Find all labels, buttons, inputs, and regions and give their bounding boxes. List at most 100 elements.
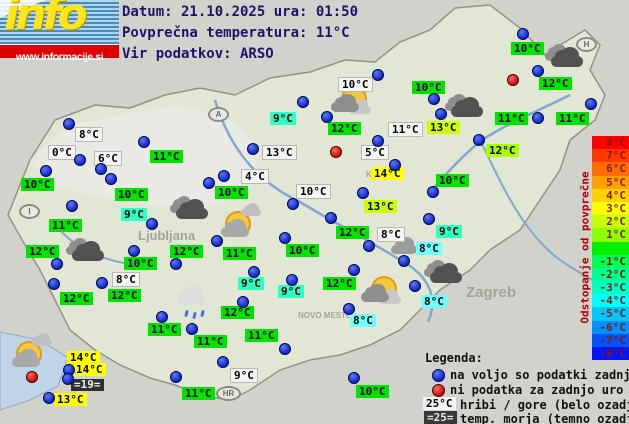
scale-row: 6°C	[592, 162, 629, 176]
station-dot	[146, 218, 158, 230]
station-temp-label: 12°C	[539, 77, 572, 90]
station-temp-label: 9°C	[278, 285, 304, 298]
country-badge: H	[576, 37, 597, 52]
station-temp-label: 8°C	[377, 227, 405, 242]
scale-row: -2°C	[592, 267, 629, 282]
station-temp-label: 10°C	[286, 244, 319, 257]
cloud-rain-part	[177, 285, 205, 304]
scale-row: 4°C	[592, 188, 629, 202]
station-temp-label: 5°C	[361, 145, 389, 160]
legend-item-no-data: ni podatka za zadnjo uro	[450, 383, 624, 397]
station-temp-label: 11°C	[388, 122, 423, 137]
scale-row: 2°C	[592, 215, 629, 229]
station-temp-label: 11°C	[49, 219, 82, 232]
station-dot-no-data	[26, 371, 38, 383]
station-dot	[532, 65, 544, 77]
station-temp-label: 13°C	[262, 145, 297, 160]
header-avg-temp-line: Povprečna temperatura: 11°C	[122, 25, 350, 41]
city-label: Ljubljana	[138, 228, 196, 243]
station-temp-label: 10°C	[356, 385, 389, 398]
station-temp-label: 12°C	[328, 122, 361, 135]
station-dot	[63, 118, 75, 130]
logo-url-bar[interactable]: www.informacije.si	[0, 44, 119, 63]
scale-title: Odstopanje od povprečne temperature:	[578, 171, 605, 324]
sea-temp-chip: =19=	[71, 379, 104, 391]
sun-clouds-icon	[221, 203, 267, 239]
header-date-line: Datum: 21.10.2025 ura: 01:50	[122, 4, 359, 20]
station-dot	[427, 186, 439, 198]
cloud-dark-part	[551, 46, 583, 67]
station-dot	[297, 96, 309, 108]
station-dot	[156, 311, 168, 323]
sun-clouds-part	[32, 333, 52, 346]
station-dot	[218, 170, 230, 182]
station-temp-label: 10°C	[338, 77, 373, 92]
sun-clouds-icon	[12, 333, 58, 369]
legend-sea-chip: =25=	[424, 411, 457, 424]
station-dot	[217, 356, 229, 368]
station-dot	[211, 235, 223, 247]
station-dot	[105, 173, 117, 185]
station-dot	[325, 212, 337, 224]
cloud-dark-part	[430, 262, 462, 283]
station-dot	[66, 200, 78, 212]
station-dot	[203, 177, 215, 189]
legend-item-mountains: hribi / gore (belo ozadje)	[460, 398, 629, 412]
cloud-gray-part	[391, 237, 417, 254]
legend-title: Legenda:	[425, 351, 483, 365]
scale-row: 3°C	[592, 201, 629, 216]
logo-brand-text: info	[4, 0, 88, 40]
station-dot	[286, 274, 298, 286]
station-dot	[237, 296, 249, 308]
sun-clouds-part	[241, 203, 261, 216]
station-temp-label: 10°C	[124, 257, 157, 270]
scale-row	[592, 241, 629, 255]
cloud-rain-part	[200, 309, 205, 318]
scale-row: 5°C	[592, 175, 629, 189]
cloud-dark-part	[72, 240, 104, 261]
station-temp-label: 12°C	[26, 245, 59, 258]
station-temp-label: 12°C	[60, 292, 93, 305]
cloud-dark-icon	[422, 258, 468, 292]
station-temp-label: 8°C	[350, 314, 376, 327]
station-dot	[517, 28, 529, 40]
cloud-dark-part	[176, 198, 208, 219]
station-dot	[43, 392, 55, 404]
station-dot-no-data	[330, 146, 342, 158]
scale-row: 7°C	[592, 149, 629, 163]
city-label: NOVO MESTO	[298, 311, 353, 320]
station-temp-label: 10°C	[511, 42, 544, 55]
station-temp-label: 12°C	[108, 289, 141, 302]
station-dot	[279, 343, 291, 355]
station-dot	[409, 280, 421, 292]
station-temp-label: 8°C	[421, 295, 447, 308]
station-temp-label: 9°C	[238, 277, 264, 290]
station-temp-label: 8°C	[75, 127, 103, 142]
site-logo[interactable]: info www.informacije.si	[0, 0, 119, 63]
station-dot	[423, 213, 435, 225]
station-temp-label: 6°C	[94, 151, 122, 166]
scale-row: 8°C	[592, 136, 629, 150]
country-badge: I	[19, 204, 40, 219]
station-dot	[363, 240, 375, 252]
station-dot	[170, 371, 182, 383]
station-temp-label: 10°C	[436, 174, 469, 187]
station-dot	[428, 93, 440, 105]
temperature-deviation-scale: 8°C 7°C 6°C 5°C 4°C 3°C 2°C 1°C -1°C -2°C -3°C -4°C…	[592, 136, 629, 361]
station-temp-label: 10°C	[296, 184, 331, 199]
station-dot	[321, 111, 333, 123]
station-temp-label: 11°C	[194, 335, 227, 348]
station-dot	[128, 245, 140, 257]
station-dot	[357, 187, 369, 199]
sun-clouds-part	[12, 348, 40, 367]
station-temp-label: 11°C	[556, 112, 589, 125]
cloud-dark-part	[451, 96, 483, 117]
station-dot	[48, 278, 60, 290]
station-dot	[287, 198, 299, 210]
station-dot	[279, 232, 291, 244]
station-temp-label: 11°C	[495, 112, 528, 125]
scale-row: -3°C	[592, 281, 629, 295]
station-dot	[74, 154, 86, 166]
station-temp-label: 10°C	[215, 186, 248, 199]
station-dot	[343, 303, 355, 315]
